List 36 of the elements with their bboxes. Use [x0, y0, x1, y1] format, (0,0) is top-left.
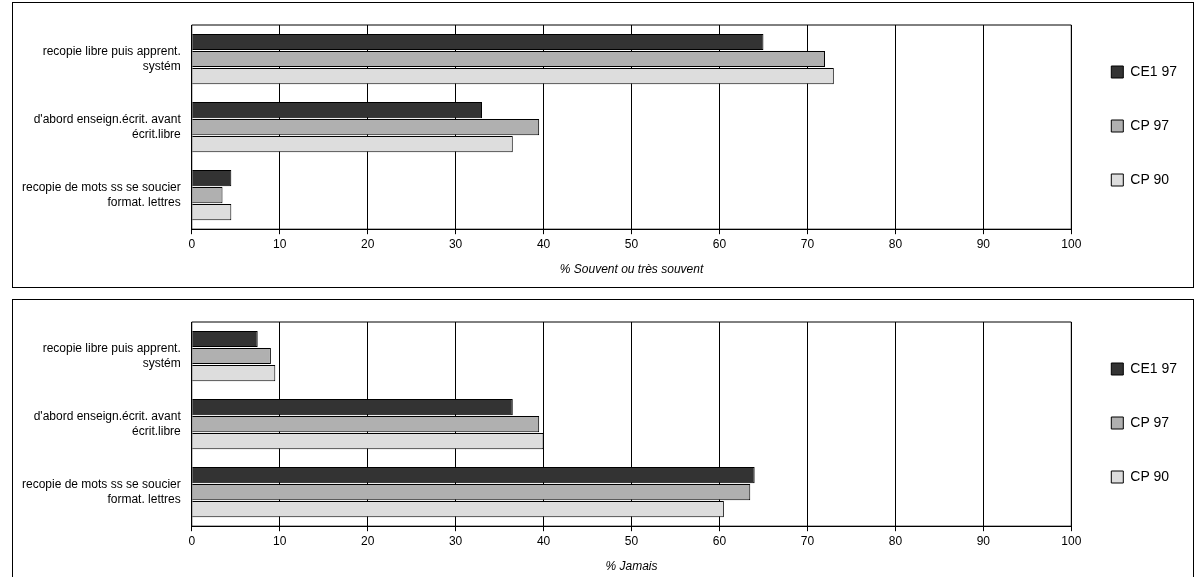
- legend-label: CE1 97: [1130, 359, 1178, 376]
- x-tick-label: 20: [360, 236, 375, 251]
- x-axis-title: % Souvent ou très souvent: [559, 262, 704, 277]
- legend-label: CP 90: [1130, 467, 1170, 484]
- legend-label: CP 90: [1130, 170, 1170, 187]
- y-tick-label: d'abord enseign.écrit. avant écrit.libre: [33, 409, 182, 438]
- x-tick-label: 60: [712, 236, 727, 251]
- x-tick-label: 0: [188, 533, 196, 548]
- y-tick-label: recopie libre puis apprent. systém: [42, 44, 181, 73]
- x-tick-label: 50: [624, 236, 639, 251]
- x-axis-title: % Jamais: [605, 559, 658, 574]
- x-tick-label: 30: [448, 236, 463, 251]
- legend-label: CP 97: [1130, 116, 1170, 133]
- y-tick-label: d'abord enseign.écrit. avant écrit.libre: [33, 112, 182, 141]
- x-tick-label: 70: [800, 533, 815, 548]
- x-tick-label: 100: [1061, 236, 1082, 251]
- x-tick-label: 70: [800, 236, 815, 251]
- y-tick-label: recopie libre puis apprent. systém: [42, 341, 181, 370]
- x-tick-label: 50: [624, 533, 639, 548]
- x-tick-label: 80: [888, 236, 903, 251]
- x-tick-label: 40: [536, 236, 551, 251]
- y-tick-label: recopie de mots ss se soucier format. lettres: [21, 477, 181, 506]
- legend-label: CP 97: [1130, 413, 1170, 430]
- x-tick-label: 60: [712, 533, 727, 548]
- x-tick-label: 20: [360, 533, 375, 548]
- y-tick-label: recopie de mots ss se soucier format. lettres: [21, 180, 181, 209]
- x-tick-label: 90: [976, 533, 991, 548]
- legend-label: CE1 97: [1130, 62, 1178, 79]
- x-tick-label: 80: [888, 533, 903, 548]
- x-tick-label: 90: [976, 236, 991, 251]
- x-tick-label: 40: [536, 533, 551, 548]
- x-tick-label: 0: [188, 236, 196, 251]
- x-tick-label: 10: [273, 236, 287, 251]
- x-tick-label: 100: [1061, 533, 1082, 548]
- x-tick-label: 10: [273, 533, 287, 548]
- x-tick-label: 30: [448, 533, 463, 548]
